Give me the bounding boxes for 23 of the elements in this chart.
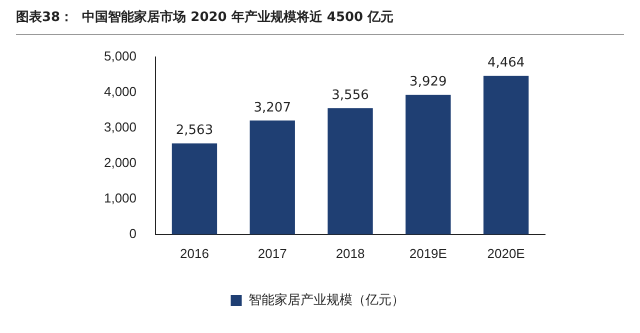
- data-label: 4,464: [487, 56, 525, 71]
- x-tick-label: 2020E: [487, 246, 526, 261]
- bar: [406, 94, 451, 234]
- y-tick-label: 4,000: [104, 84, 137, 99]
- bar: [172, 143, 218, 234]
- bar: [328, 108, 373, 234]
- y-tick-label: 1,000: [104, 190, 137, 206]
- y-tick-label: 2,000: [104, 154, 137, 170]
- data-label: 3,929: [410, 74, 447, 90]
- y-tick-label: 5,000: [104, 48, 137, 64]
- y-tick-label: 0: [129, 226, 137, 241]
- y-tick-label: 3,000: [104, 119, 137, 134]
- chart-title: 图表38： 中国智能家居市场 2020 年产业规模将近 4500 亿元: [16, 8, 624, 35]
- data-label: 2,563: [176, 123, 214, 138]
- data-label: 3,207: [254, 100, 291, 116]
- x-tick-label: 2016: [180, 246, 209, 261]
- x-tick-label: 2018: [336, 246, 365, 261]
- x-tick-label: 2019E: [409, 246, 448, 261]
- bar: [483, 76, 529, 234]
- bar: [250, 120, 295, 234]
- x-tick-label: 2017: [258, 246, 287, 261]
- legend-label: 智能家居产业规模（亿元）: [248, 292, 404, 308]
- data-label: 3,556: [332, 88, 369, 103]
